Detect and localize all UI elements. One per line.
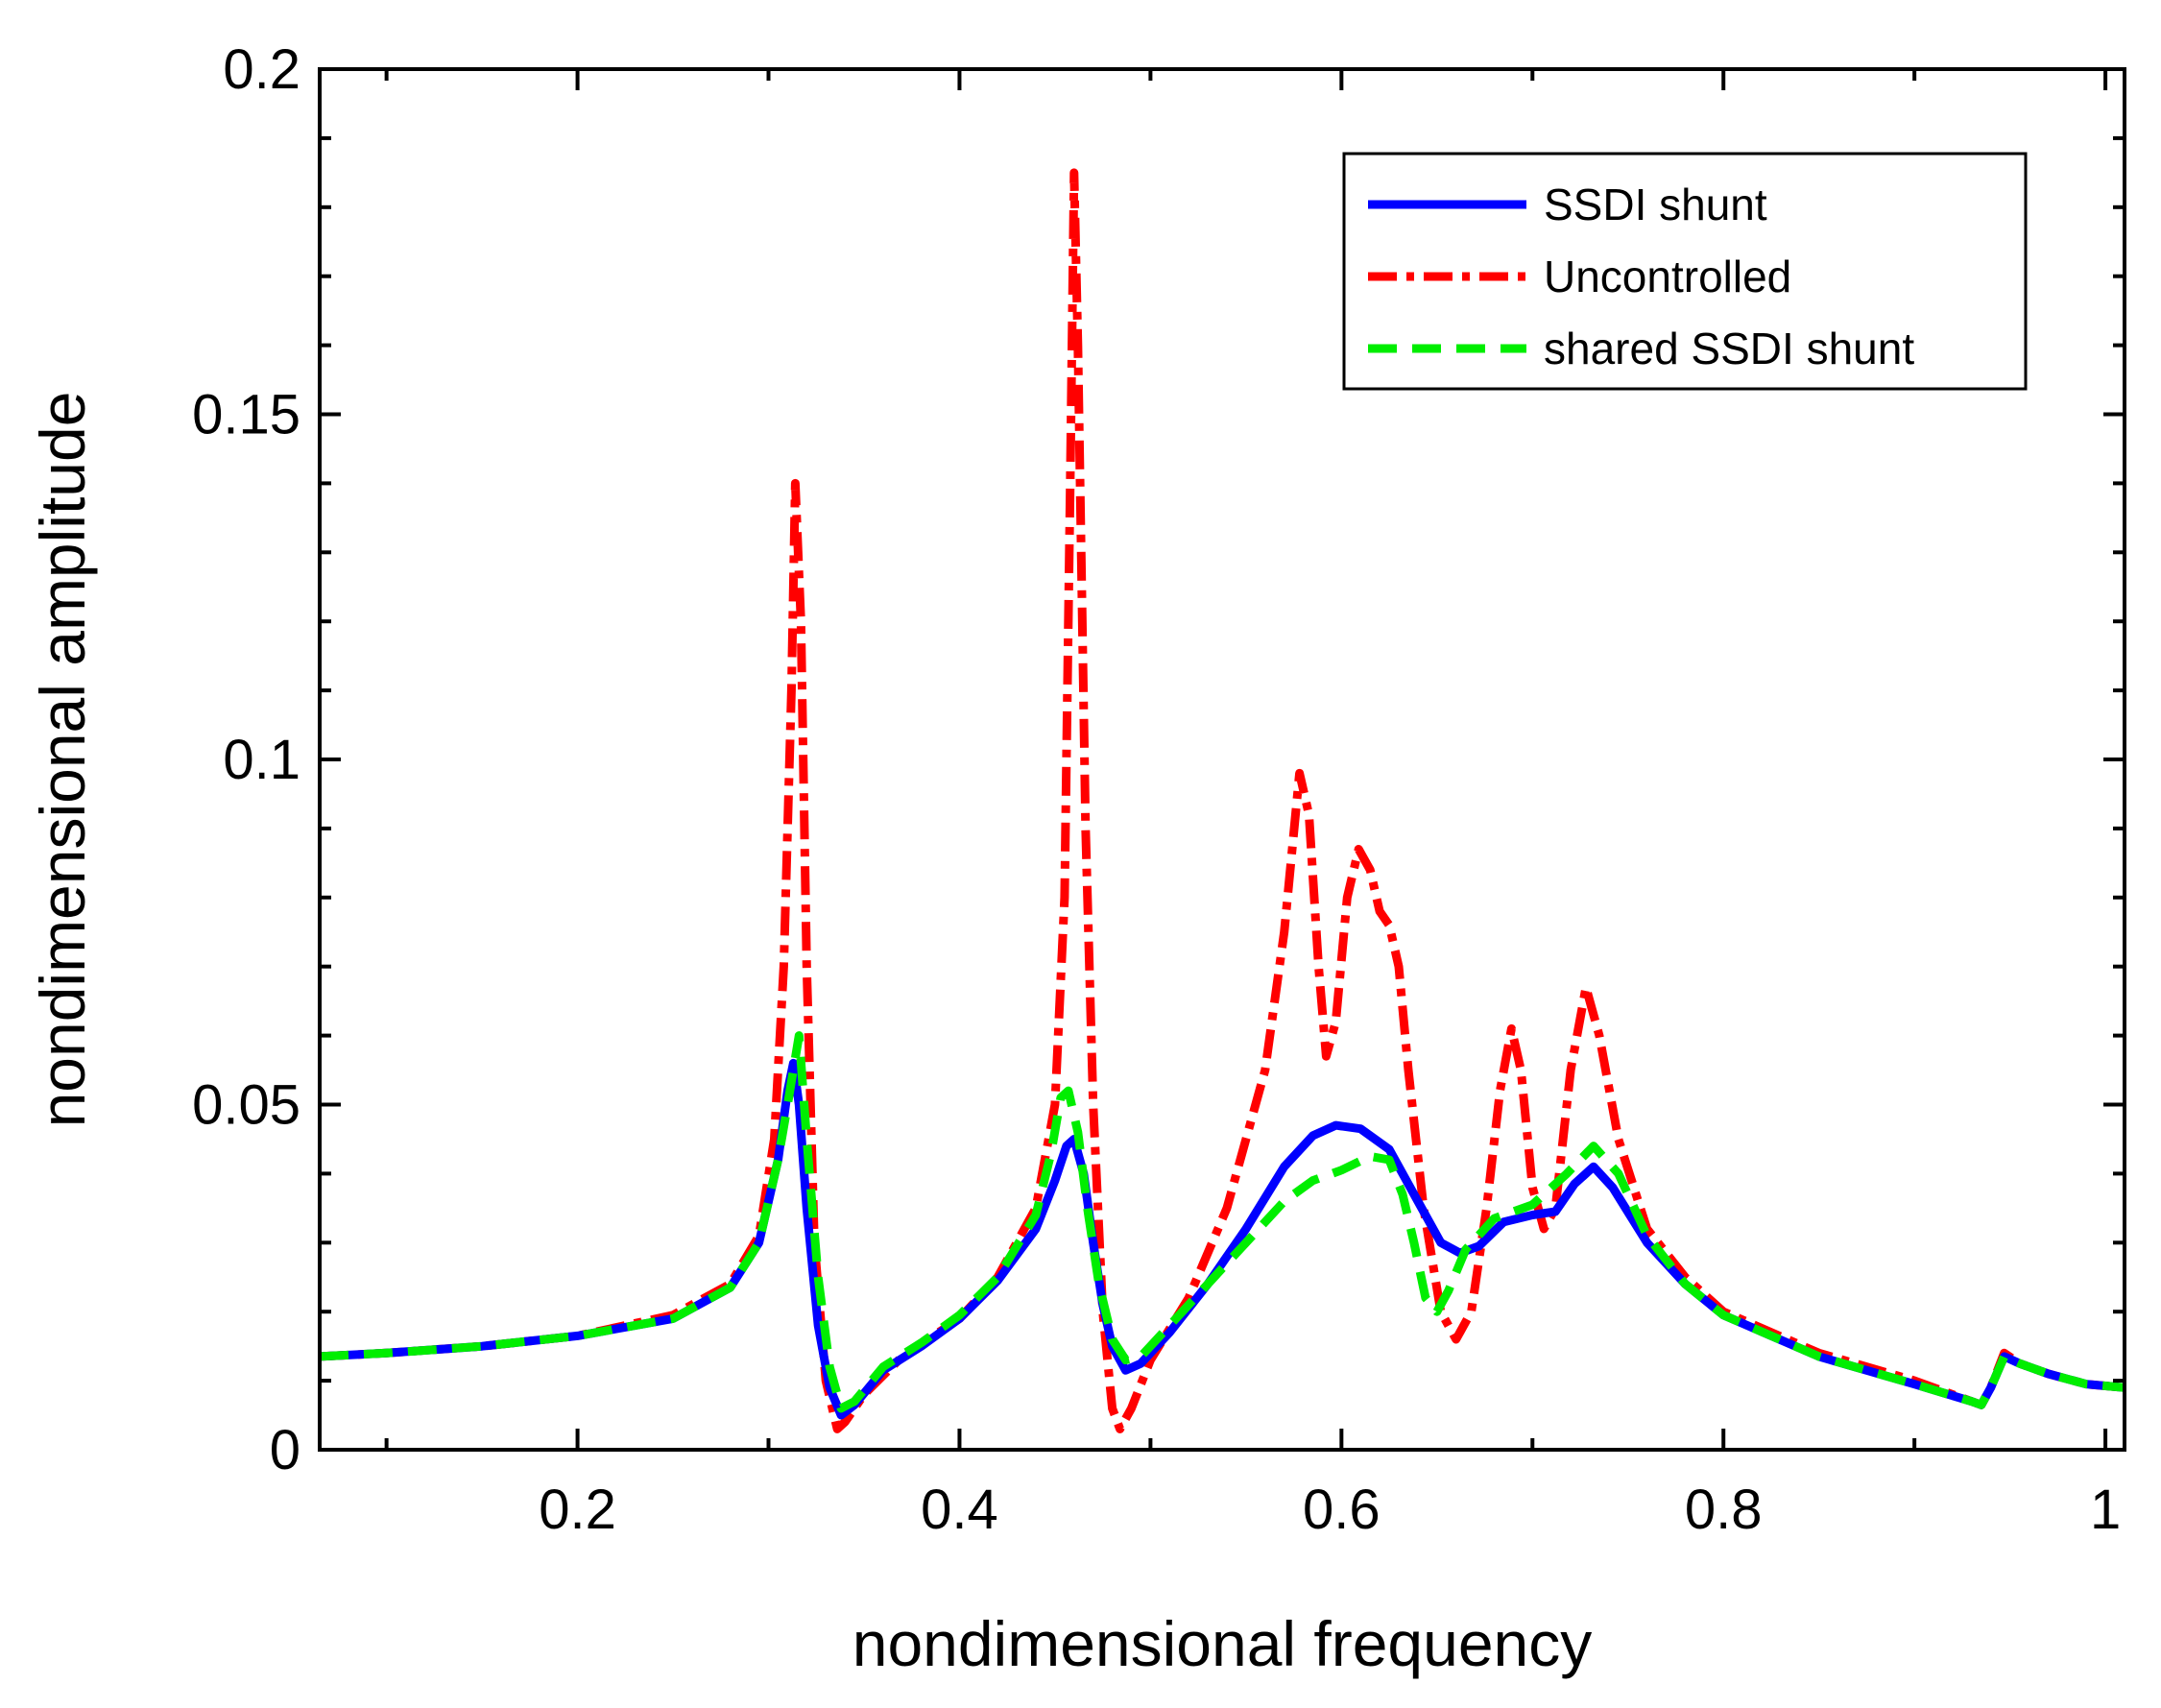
- series-layer: [319, 168, 2125, 1433]
- x-tick-label: 0.2: [539, 1479, 616, 1541]
- series-line-shared-ssdi-shunt: [319, 1031, 2125, 1413]
- y-tick-label: 0: [270, 1419, 300, 1481]
- legend: SSDI shunt Uncontrolled shared SSDI shun…: [1342, 152, 2028, 391]
- y-axis-label: nondimensional amplitude: [27, 392, 98, 1128]
- ticks-layer: 0.2 0.4 0.6 0.8 1 0 0.05 0.1 0.15 0.2: [192, 38, 2125, 1541]
- x-tick-label: 1: [2090, 1479, 2121, 1541]
- legend-label-shared-ssdi-shunt: shared SSDI shunt: [1544, 324, 1914, 373]
- x-tick-label: 0.6: [1303, 1479, 1381, 1541]
- y-tick-label: 0.15: [192, 384, 300, 446]
- x-tick-label: 0.4: [921, 1479, 998, 1541]
- y-tick-label: 0.1: [223, 729, 300, 791]
- legend-label-uncontrolled: Uncontrolled: [1544, 252, 1791, 301]
- plot-frame: [318, 67, 2126, 1452]
- y-tick-label: 0.05: [192, 1074, 300, 1137]
- x-tick-label: 0.8: [1685, 1479, 1763, 1541]
- legend-label-ssdi-shunt: SSDI shunt: [1544, 180, 1767, 229]
- y-tick-label: 0.2: [223, 38, 300, 101]
- x-axis-label: nondimensional frequency: [852, 1608, 1593, 1679]
